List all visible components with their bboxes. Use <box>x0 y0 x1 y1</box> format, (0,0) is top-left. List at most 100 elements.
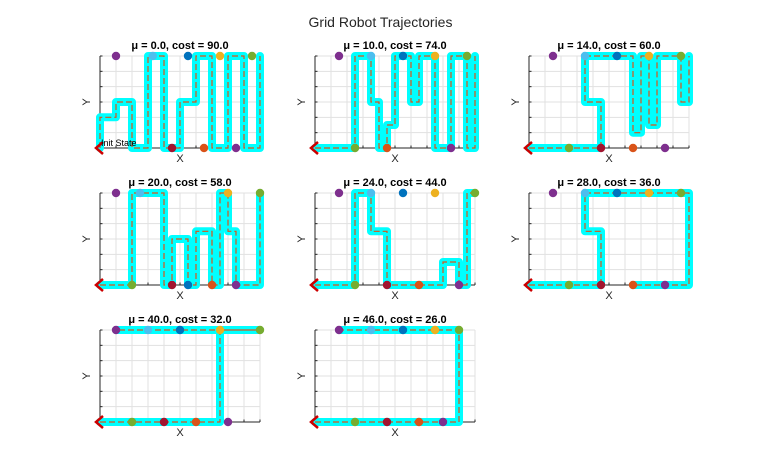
waypoint-marker <box>350 417 360 427</box>
waypoint-marker <box>231 280 241 290</box>
x-axis-label: X <box>176 153 184 165</box>
subplot-1: Init State μ = 0.0, cost = 90.0 X Y <box>81 40 264 165</box>
subplot-5: μ = 24.0, cost = 44.0 X Y <box>296 177 480 302</box>
subplot-title: μ = 0.0, cost = 90.0 <box>131 40 228 52</box>
waypoint-marker <box>676 51 686 61</box>
waypoint-marker <box>470 188 480 198</box>
y-axis-label: Y <box>510 98 522 106</box>
waypoint-marker <box>644 188 654 198</box>
waypoint-marker <box>596 280 606 290</box>
subplot-title: μ = 14.0, cost = 60.0 <box>557 40 660 52</box>
waypoint-marker <box>628 143 638 153</box>
grid-lines <box>99 329 261 423</box>
waypoint-marker <box>564 143 574 153</box>
subplot-2: μ = 10.0, cost = 74.0 X Y <box>296 40 479 165</box>
waypoint-marker <box>438 417 448 427</box>
waypoint-marker <box>398 325 408 335</box>
x-axis-label: X <box>605 153 613 165</box>
waypoint-marker <box>382 280 392 290</box>
figure-title: Grid Robot Trajectories <box>309 14 453 30</box>
waypoint-marker <box>454 325 464 335</box>
waypoint-marker <box>366 325 376 335</box>
subplot-grid: Init State μ = 0.0, cost = 90.0 X Yμ = 10.0… <box>81 40 693 439</box>
waypoint-marker <box>231 143 241 153</box>
subplot-title: μ = 46.0, cost = 26.0 <box>343 314 446 326</box>
grid-lines <box>528 192 690 286</box>
start-marker <box>523 141 533 155</box>
waypoint-marker <box>223 417 233 427</box>
start-marker <box>309 278 319 292</box>
waypoint-marker <box>215 325 225 335</box>
x-axis-label: X <box>176 427 184 439</box>
waypoint-marker <box>462 51 472 61</box>
waypoint-marker <box>183 280 193 290</box>
waypoint-marker <box>676 188 686 198</box>
y-axis-label: Y <box>81 98 93 106</box>
start-marker <box>94 278 104 292</box>
waypoint-marker <box>334 325 344 335</box>
waypoint-marker <box>580 51 590 61</box>
start-marker <box>309 141 319 155</box>
y-axis-label: Y <box>81 235 93 243</box>
waypoint-marker <box>366 188 376 198</box>
subplot-3: μ = 14.0, cost = 60.0 X Y <box>510 40 693 165</box>
waypoint-marker <box>430 188 440 198</box>
waypoint-marker <box>207 280 217 290</box>
waypoint-marker <box>548 51 558 61</box>
y-axis-label: Y <box>296 372 308 380</box>
subplot-7: μ = 40.0, cost = 32.0 X Y <box>81 314 265 439</box>
waypoint-marker <box>247 51 257 61</box>
waypoint-marker <box>660 143 670 153</box>
waypoint-marker <box>564 280 574 290</box>
waypoint-marker <box>454 280 464 290</box>
waypoint-marker <box>255 188 265 198</box>
x-axis-label: X <box>176 290 184 302</box>
waypoint-marker <box>135 188 145 198</box>
subplot-title: μ = 40.0, cost = 32.0 <box>128 314 231 326</box>
y-axis-label: Y <box>296 235 308 243</box>
subplot-title: μ = 10.0, cost = 74.0 <box>343 40 446 52</box>
waypoint-marker <box>334 51 344 61</box>
y-axis-label: Y <box>296 98 308 106</box>
waypoint-marker <box>127 417 137 427</box>
waypoint-marker <box>596 143 606 153</box>
waypoint-marker <box>350 280 360 290</box>
grid-lines <box>314 192 476 286</box>
waypoint-marker <box>167 143 177 153</box>
waypoint-marker <box>612 51 622 61</box>
waypoint-marker <box>111 188 121 198</box>
trajectory-line <box>529 55 690 149</box>
start-marker <box>94 415 104 429</box>
waypoint-marker <box>148 51 157 61</box>
waypoint-marker <box>143 325 153 335</box>
grid-lines <box>314 329 476 423</box>
x-axis-label: X <box>391 153 399 165</box>
waypoint-marker <box>548 188 558 198</box>
waypoint-marker <box>612 188 622 198</box>
trajectory-line <box>100 192 261 286</box>
waypoint-marker <box>430 51 440 61</box>
waypoint-marker <box>446 143 456 153</box>
waypoint-marker <box>366 51 376 61</box>
waypoint-marker <box>183 51 193 61</box>
subplot-title: μ = 24.0, cost = 44.0 <box>343 177 446 189</box>
waypoint-marker <box>628 280 638 290</box>
y-axis-label: Y <box>510 235 522 243</box>
waypoint-marker <box>334 188 344 198</box>
x-axis-label: X <box>391 290 399 302</box>
waypoint-marker <box>255 325 265 335</box>
waypoint-marker <box>127 280 137 290</box>
trajectory-line <box>529 192 690 286</box>
start-marker <box>309 415 319 429</box>
waypoint-marker <box>167 280 177 290</box>
waypoint-marker <box>111 51 121 61</box>
waypoint-marker <box>398 51 408 61</box>
waypoint-marker <box>414 417 424 427</box>
waypoint-marker <box>191 417 201 427</box>
waypoint-marker <box>430 325 440 335</box>
trajectory-line <box>315 55 476 149</box>
waypoint-marker <box>644 51 654 61</box>
waypoint-marker <box>382 417 392 427</box>
trajectory-line <box>99 55 261 149</box>
